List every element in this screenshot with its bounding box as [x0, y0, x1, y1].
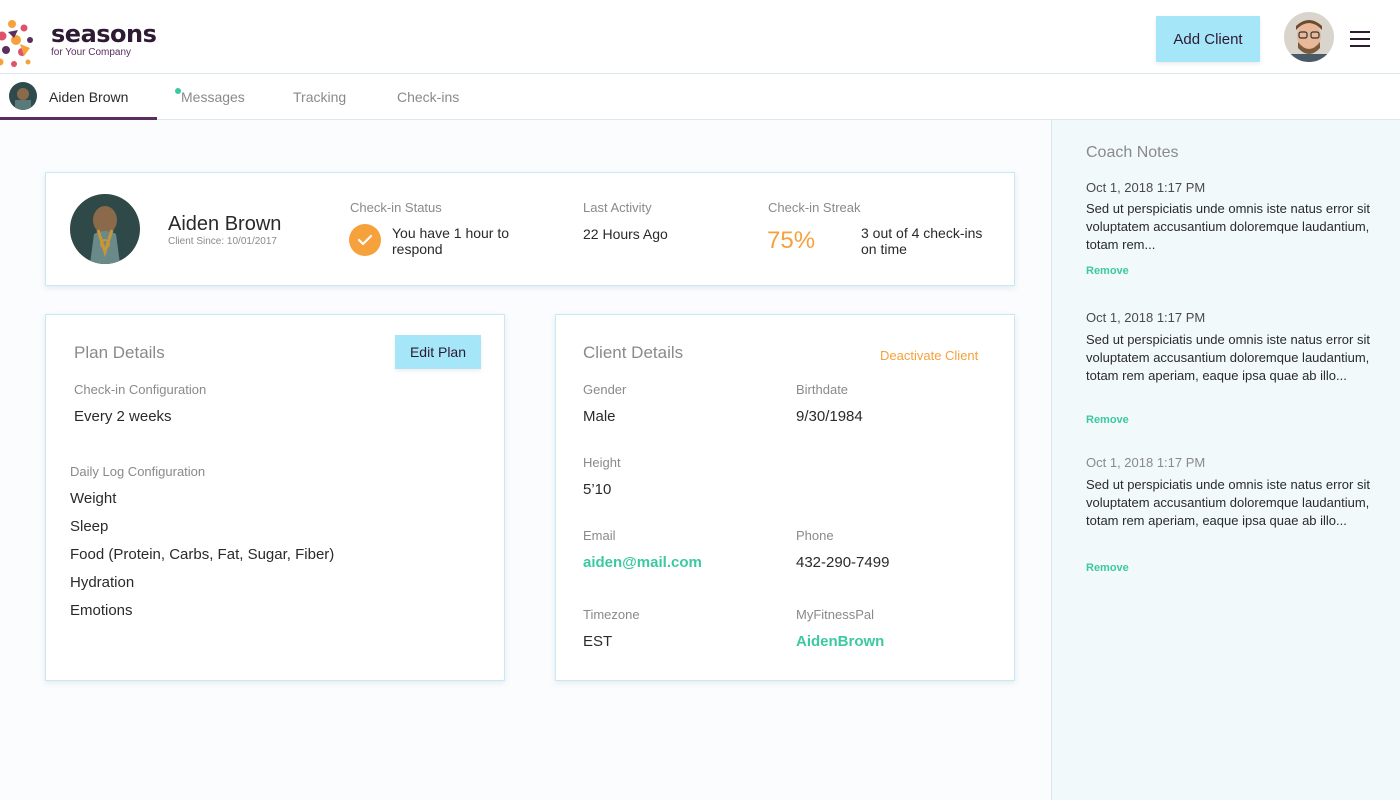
- brand-tagline: for Your Company: [51, 47, 132, 58]
- daily-log-item: Emotions: [70, 602, 133, 619]
- user-avatar-image: [1284, 12, 1334, 62]
- top-header: seasons for Your Company Add Client: [0, 0, 1400, 74]
- client-details-title: Client Details: [583, 343, 684, 362]
- client-summary-card: Aiden Brown Client Since: 10/01/2017 Che…: [45, 172, 1015, 286]
- gender-value: Male: [583, 408, 616, 425]
- gender-label: Gender: [583, 382, 627, 397]
- birthdate-value: 9/30/1984: [796, 408, 863, 425]
- note-text: Sed ut perspiciatis unde omnis iste natu…: [1086, 477, 1370, 528]
- client-name: Aiden Brown: [168, 213, 282, 235]
- daily-log-item: Food (Protein, Carbs, Fat, Sugar, Fiber): [70, 546, 335, 563]
- last-activity-label: Last Activity: [583, 200, 652, 215]
- email-label: Email: [583, 528, 616, 543]
- deactivate-client-link[interactable]: Deactivate Client: [880, 348, 979, 363]
- tab-checkins-label: Check-ins: [397, 89, 460, 105]
- checkin-config-label: Check-in Configuration: [74, 382, 207, 397]
- streak-detail: 3 out of 4 check-ins on time: [861, 225, 983, 257]
- daily-log-item: Weight: [70, 490, 117, 507]
- tab-checkins[interactable]: Check-ins: [397, 74, 459, 120]
- add-client-button[interactable]: Add Client: [1156, 16, 1260, 62]
- seasons-logo-icon: [0, 20, 33, 67]
- note-text: Sed ut perspiciatis unde omnis iste natu…: [1086, 332, 1370, 383]
- tab-client-label: Aiden Brown: [49, 89, 129, 105]
- client-tabs: Aiden Brown Messages Tracking Check-ins: [0, 74, 1400, 120]
- plan-details-title: Plan Details: [74, 343, 165, 362]
- tab-tracking-label: Tracking: [293, 89, 347, 105]
- mfp-link[interactable]: AidenBrown: [796, 633, 885, 650]
- check-icon: [349, 224, 381, 256]
- plan-details-card: Plan Details Edit Plan Check-in Configur…: [45, 314, 505, 681]
- daily-log-item: Sleep: [70, 518, 109, 535]
- timezone-value: EST: [583, 633, 613, 650]
- note-remove-button[interactable]: Remove: [1086, 562, 1129, 574]
- streak-percent: 75%: [767, 227, 816, 254]
- note-remove-button[interactable]: Remove: [1086, 265, 1129, 277]
- coach-notes-panel: Coach Notes Oct 1, 2018 1:17 PM Sed ut p…: [1051, 120, 1400, 800]
- note-remove-button[interactable]: Remove: [1086, 414, 1129, 426]
- phone-value: 432-290-7499: [796, 554, 890, 571]
- daily-log-item: Hydration: [70, 574, 135, 591]
- tab-messages-label: Messages: [181, 89, 245, 105]
- edit-plan-button[interactable]: Edit Plan: [395, 335, 481, 369]
- tab-tracking[interactable]: Tracking: [293, 74, 346, 120]
- client-since: Client Since: 10/01/2017: [168, 236, 277, 247]
- note-date: Oct 1, 2018 1:17 PM: [1086, 310, 1206, 325]
- height-label: Height: [583, 455, 621, 470]
- brand-name: seasons: [51, 20, 157, 48]
- timezone-label: Timezone: [583, 607, 640, 622]
- last-activity-value: 22 Hours Ago: [583, 226, 668, 242]
- birthdate-label: Birthdate: [796, 382, 849, 397]
- tab-messages[interactable]: Messages: [175, 74, 245, 120]
- streak-label: Check-in Streak: [768, 200, 861, 215]
- user-avatar[interactable]: [1284, 12, 1334, 62]
- checkin-config-value: Every 2 weeks: [74, 408, 172, 425]
- note-date: Oct 1, 2018 1:17 PM: [1086, 455, 1206, 470]
- height-value: 5’10: [583, 481, 612, 498]
- note-date: Oct 1, 2018 1:17 PM: [1086, 180, 1206, 195]
- client-details-card: Client Details Deactivate Client Gender …: [555, 314, 1015, 681]
- menu-icon[interactable]: [1350, 31, 1370, 47]
- checkin-status-label: Check-in Status: [350, 200, 442, 215]
- client-avatar: [70, 194, 140, 264]
- coach-notes-title: Coach Notes: [1086, 144, 1179, 161]
- tab-client-profile[interactable]: Aiden Brown: [0, 74, 157, 120]
- brand-logo[interactable]: seasons for Your Company: [0, 18, 170, 72]
- note-text: Sed ut perspiciatis unde omnis iste natu…: [1086, 201, 1370, 252]
- email-link[interactable]: aiden@mail.com: [583, 554, 702, 571]
- unread-dot: [175, 88, 181, 94]
- phone-label: Phone: [796, 528, 834, 543]
- checkin-status-value: You have 1 hour to respond: [392, 225, 510, 257]
- client-avatar-small: [9, 82, 37, 110]
- daily-log-label: Daily Log Configuration: [70, 464, 206, 479]
- mfp-label: MyFitnessPal: [796, 607, 875, 622]
